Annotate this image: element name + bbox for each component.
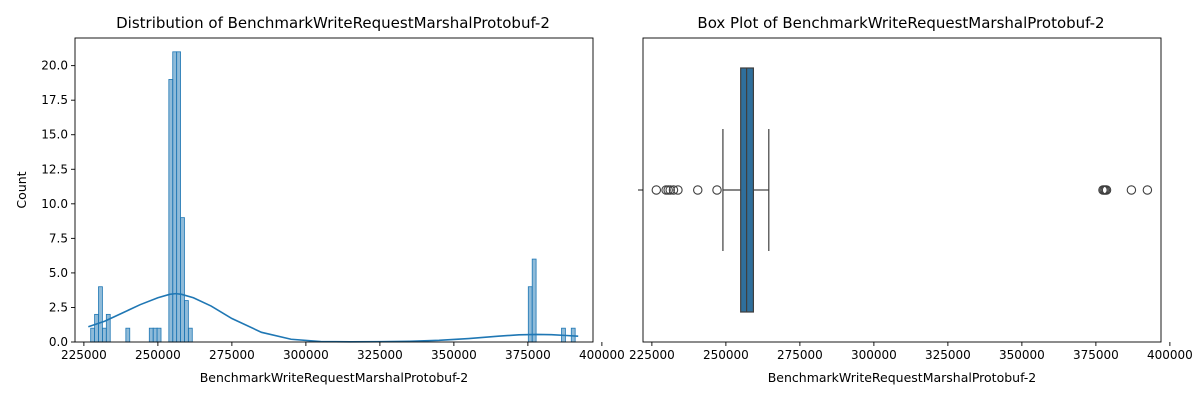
histogram-bar <box>125 327 131 343</box>
histogram-x-label: BenchmarkWriteRequestMarshalProtobuf-2 <box>200 370 469 385</box>
x-tick-label: 225000 <box>61 348 107 362</box>
histogram-bar <box>98 286 103 343</box>
histogram-bar <box>148 327 154 343</box>
y-tick-label: 17.5 <box>41 93 68 107</box>
boxplot-title: Box Plot of BenchmarkWriteRequestMarshal… <box>697 14 1104 32</box>
histogram-bars <box>90 51 576 343</box>
outlier-point <box>712 185 722 195</box>
histogram-title: Distribution of BenchmarkWriteRequestMar… <box>116 14 550 32</box>
outlier-point <box>673 185 683 195</box>
boxplot-panel: Box Plot of BenchmarkWriteRequestMarshal… <box>629 14 1193 385</box>
histogram-bar <box>156 327 162 343</box>
x-tick-label: 350000 <box>999 348 1045 362</box>
histogram-panel: Distribution of BenchmarkWriteRequestMar… <box>14 14 625 385</box>
histogram-bar <box>152 327 158 343</box>
x-tick-label: 325000 <box>925 348 971 362</box>
histogram-axes-frame <box>74 37 594 343</box>
histogram-bar <box>168 79 174 343</box>
histogram-bar <box>184 300 189 343</box>
x-tick-label: 300000 <box>283 348 329 362</box>
y-tick-label: 0.0 <box>49 335 68 349</box>
histogram-bar <box>531 258 537 343</box>
histogram-bar <box>102 327 107 343</box>
outlier-point <box>1126 185 1137 195</box>
x-tick-label: 400000 <box>579 348 625 362</box>
x-tick-label: 275000 <box>777 348 823 362</box>
y-tick-label: 5.0 <box>49 266 68 280</box>
histogram-x-ticks: 225000 250000 275000 300000 325000 350000 3750… <box>61 342 625 362</box>
outlier-point <box>1101 185 1112 195</box>
boxplot-x-ticks: 225000 250000 275000 300000 325000 350000 3750… <box>629 342 1193 362</box>
y-tick-label: 10.0 <box>41 197 68 211</box>
outlier-point <box>668 185 679 195</box>
boxplot-x-label: BenchmarkWriteRequestMarshalProtobuf-2 <box>768 370 1037 385</box>
histogram-bar <box>180 217 185 343</box>
x-tick-label: 375000 <box>1073 348 1119 362</box>
y-tick-label: 2.5 <box>49 300 68 314</box>
histogram-bar <box>527 286 533 343</box>
histogram-bar <box>187 327 193 343</box>
histogram-bar <box>90 327 95 343</box>
histogram-bar <box>176 51 181 343</box>
x-tick-label: 250000 <box>703 348 749 362</box>
histogram-bar <box>94 313 99 343</box>
outlier-point <box>1142 185 1153 195</box>
histogram-y-label: Count <box>14 171 29 208</box>
y-tick-label: 15.0 <box>41 128 68 142</box>
y-tick-label: 7.5 <box>49 231 68 245</box>
histogram-bar <box>172 51 178 343</box>
y-tick-label: 20.0 <box>41 59 68 73</box>
x-tick-label: 225000 <box>629 348 675 362</box>
x-tick-label: 275000 <box>209 348 255 362</box>
boxplot-elements <box>651 67 1153 313</box>
x-tick-label: 300000 <box>851 348 897 362</box>
x-tick-label: 400000 <box>1147 348 1193 362</box>
x-tick-label: 250000 <box>135 348 181 362</box>
outlier-point <box>693 185 703 195</box>
y-tick-label: 12.5 <box>41 162 68 176</box>
x-tick-label: 375000 <box>505 348 551 362</box>
histogram-y-ticks: 0.0 2.5 5.0 7.5 10.0 12.5 15.0 17.5 20.0 <box>41 59 75 349</box>
x-tick-label: 350000 <box>431 348 477 362</box>
outlier-point <box>651 185 662 195</box>
kde-line <box>88 292 579 343</box>
x-tick-label: 325000 <box>357 348 403 362</box>
outlier-point <box>665 185 675 195</box>
